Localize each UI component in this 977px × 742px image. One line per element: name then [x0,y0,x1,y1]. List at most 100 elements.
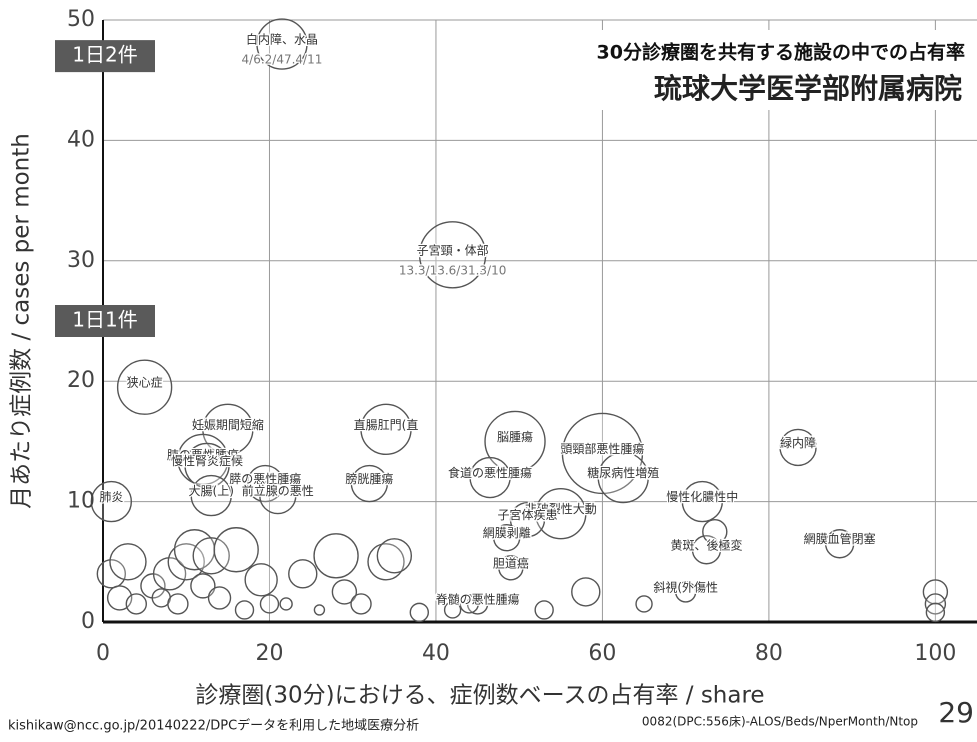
bubble [207,586,232,610]
x-tick-label: 100 [914,641,956,666]
bubble [244,563,278,597]
chart-subtitle: 琉球大学医学部附属病院 [654,72,962,105]
bubble [674,581,697,603]
point-label: 脳腫瘍 [497,429,533,444]
bubble [702,519,728,545]
bubble [443,601,462,619]
bubble [256,18,308,70]
x-tick-label: 80 [755,641,783,666]
point-label: 肺の悪性腫瘍 [167,447,239,462]
point-label: 斜視(外傷性 [653,579,718,594]
footer-right: 0082(DPC:556床)-ALOS/Beds/NperMonth/Ntop [642,715,918,729]
bubble [459,594,479,614]
x-tick-label: 40 [422,641,450,666]
bubble [925,602,946,623]
point-label: 網膜剥離 [483,526,531,540]
bubble [109,543,147,581]
point-label: 網膜血管閉塞 [804,531,876,546]
point-label: 白内障、水晶 [246,32,318,47]
point-label: 肺炎 [99,490,123,504]
bubble [484,410,546,473]
point-label: 脊髄の悪性腫瘍 [436,591,520,606]
bubble [469,456,511,499]
point-label: 前立腺の悪性 [242,483,314,498]
bubble [213,527,259,573]
footer-left: kishikaw@ncc.go.jp/20140222/DPCデータを利用した地… [8,718,419,734]
bubble [571,577,601,607]
title-box [470,30,970,110]
bubble [779,428,817,467]
bubble [234,600,255,620]
annotation: 13.3/13.6/31.3/10 [399,263,507,277]
point-label: 直腸肛門(直 [354,418,419,432]
y-tick-label: 20 [67,368,95,393]
bubble [190,573,216,599]
bubble [691,535,722,565]
point-label: 頭頸部悪性腫瘍 [560,441,644,456]
point-label: 子宮体疾患 [498,507,558,522]
bubble [681,480,724,523]
marker-label: 1日1件 [72,308,137,332]
bubble [376,538,413,574]
bubble [313,604,326,616]
bubble [279,597,293,611]
marker-box [55,40,155,73]
bubble [561,412,644,495]
point-label: 非破裂性大動 [525,501,597,516]
bubble [409,602,430,623]
x-axis-label: 診療圏(30分)における、症例数ベースの占有率 / share [195,683,764,709]
bubble [350,593,372,615]
bubble [167,593,189,615]
bubble [350,464,389,503]
bubble [259,594,280,614]
bubble [824,529,855,559]
bubble [597,451,649,504]
point-label: 慢性腎炎症候 [171,453,243,468]
point-label: 糖尿病性増殖 [587,465,659,480]
chart-title: 30分診療圏を共有する施設の中での占有率 [597,41,965,64]
bubble [259,476,297,515]
point-label: 妊娠期間短縮 [192,417,264,432]
x-tick-label: 60 [588,641,616,666]
bubble [90,480,133,523]
point-label: 緑内障 [780,435,816,450]
bubble [288,559,318,589]
point-label: 膀胱腫瘍 [345,471,393,486]
bubble [190,474,232,517]
annotation: 4/6.2/47.4/11 [242,53,323,67]
point-label: 大腸(上) [189,484,234,498]
point-label: 子宮頸・体部 [417,242,489,257]
x-tick-label: 0 [96,641,110,666]
bubble [498,555,524,581]
bubble [125,593,147,615]
bubble [509,501,546,538]
point-label: 黄斑、後極変 [670,537,742,552]
bubble [313,533,359,579]
bubble [534,600,554,620]
marker-box [55,305,155,337]
bubble [535,487,587,540]
bubble [167,543,205,581]
bubble [152,557,187,591]
marker-label: 1日2件 [72,43,137,67]
bubble [96,559,127,589]
y-tick-label: 30 [67,248,95,273]
point-label: 食道の悪性腫瘍 [448,465,532,480]
bubble [635,595,653,613]
bubble [116,359,173,415]
page-number: 29 [938,696,974,729]
bubble [418,221,487,289]
point-label: 膵の悪性腫瘍 [229,471,301,486]
bubble [360,403,412,456]
bubble [331,579,358,605]
point-label: 狭心症 [127,375,163,390]
y-axis-label: 月あたり症例数 / cases per month [9,133,35,509]
x-tick-label: 20 [255,641,283,666]
y-tick-label: 40 [67,127,95,152]
point-label: 胆道癌 [493,555,529,570]
y-tick-label: 50 [67,7,95,32]
y-tick-label: 10 [67,489,95,514]
point-label: 慢性化膿性中 [666,489,738,504]
y-tick-label: 0 [81,609,95,634]
